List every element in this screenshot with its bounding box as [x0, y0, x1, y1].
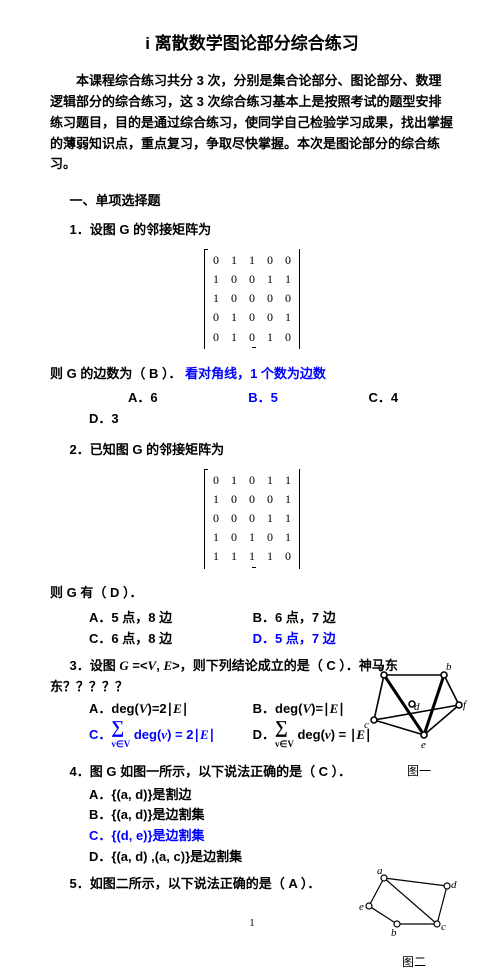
figure-2-caption: 图二 [359, 953, 469, 972]
figure-2: a d c b e 图二 [359, 866, 469, 972]
q2-matrix: 0101110001000111010111110 [204, 469, 300, 576]
svg-text:e: e [421, 739, 426, 751]
q2-opt-d: D．5 点，7 边 [253, 629, 413, 650]
svg-text:d: d [414, 701, 420, 713]
svg-text:b: b [391, 927, 397, 939]
q1-matrix: 0110010011100000100101010 [204, 249, 300, 356]
q1-opt-c: C．4 [330, 388, 399, 409]
q4-opt-a: A．{(a, d)}是割边 [89, 785, 454, 806]
q2-opt-a: A．5 点，8 边 [89, 608, 249, 629]
q1-options: A．6 B．5 C．4 D．3 [50, 388, 454, 430]
q4-opt-c: C．{(d, e)}是边割集 [89, 826, 454, 847]
intro-text: 本课程综合练习共分 3 次，分别是集合论部分、图论部分、数理逻辑部分的综合练习，… [50, 71, 454, 175]
q2-options: A．5 点，8 边 B．6 点，7 边 C．6 点，8 边 D．5 点，7 边 [89, 608, 454, 650]
q2-stem: 2．已知图 G 的邻接矩阵为 [50, 440, 454, 461]
svg-text:e: e [359, 901, 364, 913]
svg-text:b: b [446, 661, 452, 673]
svg-text:a: a [377, 865, 383, 877]
q2-opt-c: C．6 点，8 边 [89, 629, 249, 650]
q4-opt-b: B．{(a, d)}是边割集 [89, 805, 454, 826]
q1-hint: 看对角线，1 个数为边数 [185, 366, 326, 381]
q1-stem: 1．设图 G 的邻接矩阵为 [50, 220, 454, 241]
svg-text:d: d [451, 879, 457, 891]
figure-1: a b c d e f 图一 [364, 660, 474, 781]
svg-text:c: c [364, 719, 369, 731]
svg-text:a: a [378, 661, 384, 673]
q1-opt-b: B．5 [209, 388, 278, 409]
q1-opt-a: A．6 [89, 388, 158, 409]
q3-opt-c: C．∑v∈V deg(v) = 2∣E∣ [89, 720, 249, 752]
figure-1-caption: 图一 [364, 762, 474, 781]
q1-opt-d: D．3 [50, 409, 119, 430]
section-1-head: 一、单项选择题 [50, 191, 454, 212]
svg-text:c: c [441, 921, 446, 933]
q4-opt-d: D．{(a, d) ,(a, c)}是边割集 [89, 847, 454, 868]
svg-text:f: f [463, 699, 468, 711]
q1-answer-line: 则 G 的边数为（ B ）． 看对角线，1 个数为边数 [50, 364, 454, 385]
q2-line: 则 G 有（ D ）． [50, 583, 454, 604]
page-title: i 离散数学图论部分综合练习 [50, 30, 454, 57]
q2-opt-b: B．6 点，7 边 [253, 608, 413, 629]
q4-options: A．{(a, d)}是割边 B．{(a, d)}是边割集 C．{(d, e)}是… [89, 785, 454, 868]
